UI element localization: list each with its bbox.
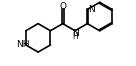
Text: H: H — [73, 32, 78, 41]
Text: N: N — [88, 5, 94, 14]
Text: O: O — [59, 2, 66, 11]
Text: NH: NH — [16, 40, 30, 49]
Text: N: N — [72, 30, 79, 38]
